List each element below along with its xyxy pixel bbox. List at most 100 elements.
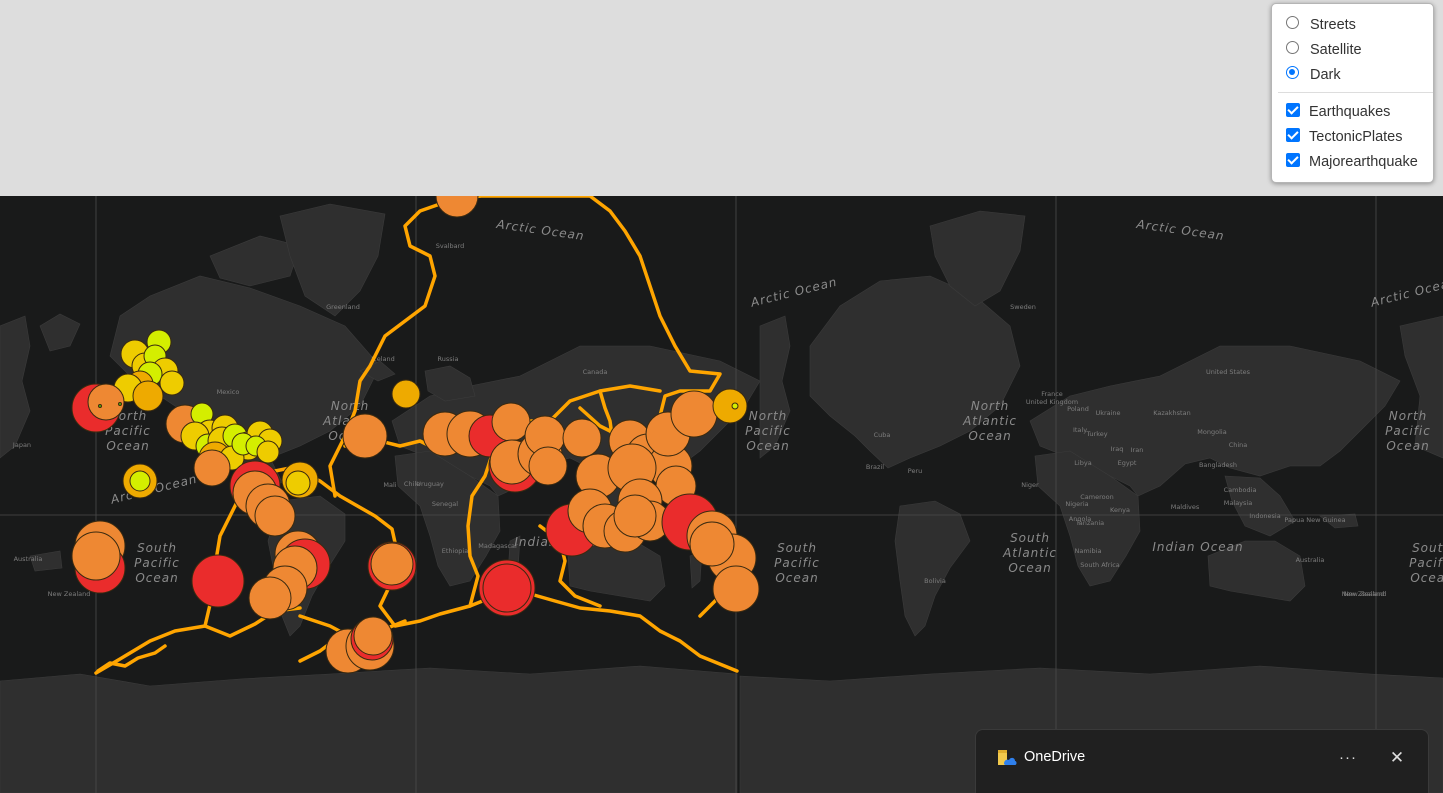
place-label: Australia — [14, 555, 43, 563]
base-layer-satellite[interactable]: Satellite — [1285, 37, 1427, 62]
place-label: Iran — [1131, 446, 1144, 454]
overlay-earthquakes[interactable]: Earthquakes — [1285, 99, 1427, 124]
place-label: New Zealand — [1342, 590, 1385, 598]
place-label: France — [1041, 390, 1063, 398]
ocean-label: Arctic Ocean — [1135, 217, 1226, 243]
earthquake-marker[interactable] — [370, 542, 414, 586]
place-label: Australia — [1296, 556, 1325, 564]
place-label: Ukraine — [1095, 409, 1120, 417]
earthquake-marker[interactable] — [613, 494, 657, 538]
earthquake-marker[interactable] — [689, 521, 735, 567]
earthquake-marker[interactable] — [285, 470, 311, 496]
earthquake-marker[interactable] — [71, 531, 121, 581]
ocean-label: North Pacific Ocean — [745, 409, 791, 453]
ocean-label: Indian Ocean — [1152, 540, 1243, 554]
place-label: Turkey — [1085, 430, 1107, 438]
earthquake-marker[interactable] — [248, 576, 292, 620]
earthquake-marker[interactable] — [118, 402, 122, 406]
earthquake-marker[interactable] — [528, 446, 568, 486]
overlay-tectonicplates-label: TectonicPlates — [1309, 128, 1403, 145]
earthquake-marker[interactable] — [256, 440, 280, 464]
place-label: Peru — [908, 467, 922, 475]
place-label: Russia — [438, 355, 459, 363]
place-label: Indonesia — [1249, 512, 1280, 520]
place-label: Ethiopia — [442, 547, 468, 555]
earthquake-marker[interactable] — [491, 402, 531, 442]
place-label: Brazil — [866, 463, 884, 471]
map-svg[interactable]: Arctic Ocean Arctic Ocean Arctic Ocean Arct… — [0, 196, 1443, 793]
earthquake-marker[interactable] — [562, 418, 602, 458]
place-label: Tanzania — [1075, 519, 1104, 527]
ocean-label: Arctic Ocean — [748, 275, 838, 310]
notification-app-name: OneDrive — [1024, 749, 1086, 765]
more-options-button[interactable]: ··· — [1339, 749, 1357, 766]
place-label: Kenya — [1110, 506, 1130, 514]
checkbox-majorearthquake[interactable] — [1286, 152, 1300, 167]
earthquake-marker[interactable] — [254, 495, 296, 537]
place-label: Niger — [1021, 481, 1039, 489]
earthquake-marker[interactable] — [482, 563, 532, 613]
earthquakes-layer — [71, 196, 760, 674]
overlay-tectonicplates[interactable]: TectonicPlates — [1285, 124, 1427, 149]
place-label: Maldives — [1171, 503, 1200, 511]
earthquake-marker[interactable] — [712, 388, 748, 424]
ocean-label: Arctic Ocean — [495, 217, 586, 243]
earthquake-marker[interactable] — [342, 413, 388, 459]
place-label: Mexico — [217, 388, 240, 396]
earthquake-marker[interactable] — [670, 390, 718, 438]
map-canvas[interactable]: Arctic Ocean Arctic Ocean Arctic Ocean Arct… — [0, 196, 1443, 793]
place-label: New Zealand — [1344, 590, 1387, 598]
earthquake-marker[interactable] — [353, 616, 393, 656]
place-label: Svalbard — [436, 242, 465, 250]
earthquake-marker[interactable] — [129, 470, 151, 492]
earthquake-marker[interactable] — [191, 554, 245, 608]
place-label: United States — [1206, 368, 1251, 376]
base-layer-satellite-label: Satellite — [1310, 41, 1362, 58]
checkbox-earthquakes[interactable] — [1286, 102, 1300, 117]
place-label: Egypt — [1118, 459, 1137, 467]
layer-control[interactable]: Streets Satellite Dark Earthquakes Tecto… — [1271, 3, 1434, 183]
place-label: South Africa — [1080, 561, 1120, 569]
place-label: Malaysia — [1224, 499, 1252, 507]
place-label: Japan — [12, 441, 31, 449]
overlay-majorearthquake-label: Majorearthquake — [1309, 153, 1418, 170]
place-label: Bolivia — [924, 577, 946, 585]
onedrive-notification[interactable]: OneDrive ··· ✕ — [975, 729, 1429, 793]
radio-dark[interactable] — [1286, 66, 1299, 79]
radio-satellite[interactable] — [1286, 41, 1299, 54]
earthquake-marker[interactable] — [731, 402, 739, 410]
place-label: Iceland — [371, 355, 395, 363]
place-label: Namibia — [1075, 547, 1102, 555]
place-label: Nigeria — [1065, 500, 1088, 508]
place-label: Mali — [383, 481, 396, 489]
overlay-majorearthquake[interactable]: Majorearthquake — [1285, 149, 1427, 174]
earthquake-marker[interactable] — [98, 404, 102, 408]
base-layer-streets-label: Streets — [1310, 16, 1356, 33]
place-label: United Kingdom — [1026, 398, 1078, 406]
earthquake-marker[interactable] — [712, 565, 760, 613]
earthquake-marker[interactable] — [87, 383, 125, 421]
checkbox-tectonicplates[interactable] — [1286, 127, 1300, 142]
ocean-label: Arctic Ocean — [1368, 275, 1443, 310]
earthquake-marker[interactable] — [435, 196, 479, 218]
ocean-label: North Pacific Ocean — [105, 409, 151, 453]
place-label: Poland — [1067, 405, 1089, 413]
earthquake-marker[interactable] — [159, 370, 185, 396]
base-layer-dark-label: Dark — [1310, 66, 1341, 83]
earthquake-marker[interactable] — [132, 380, 164, 412]
place-label: Chile — [404, 480, 420, 488]
place-label: Cameroon — [1080, 493, 1113, 501]
place-label: Papua New Guinea — [1284, 516, 1345, 524]
base-layer-dark[interactable]: Dark — [1285, 62, 1427, 87]
place-label: Bangladesh — [1199, 461, 1237, 469]
overlay-earthquakes-label: Earthquakes — [1309, 103, 1391, 120]
close-notification-button[interactable]: ✕ — [1389, 748, 1405, 767]
radio-streets[interactable] — [1286, 16, 1299, 29]
place-label: Senegal — [432, 500, 458, 508]
earthquake-marker[interactable] — [391, 379, 421, 409]
base-layer-streets[interactable]: Streets — [1285, 12, 1427, 37]
earthquake-marker[interactable] — [193, 449, 231, 487]
place-label: Italy — [1073, 426, 1087, 434]
